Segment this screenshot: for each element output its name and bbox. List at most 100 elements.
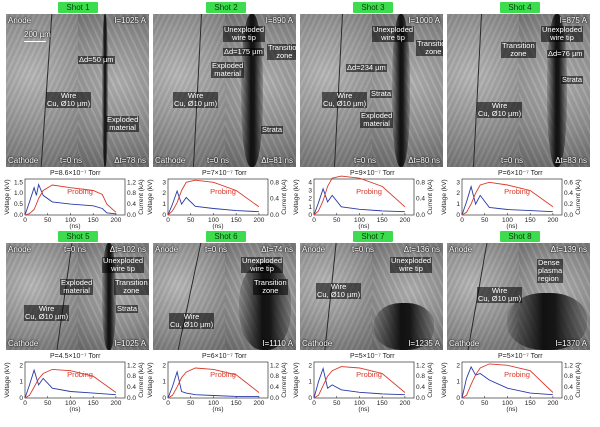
voltage-tick-label: 2 bbox=[308, 196, 312, 203]
annotation-delta-d: Δd=234 µm bbox=[346, 63, 387, 72]
shot-3-tag: Shot 3 bbox=[353, 2, 393, 13]
shot-8-plot: 0 50 100 150 200 (ns) 0 1 2 0.0 0.4 0.8 1.2 Voltage (… bbox=[441, 361, 582, 413]
x-tick-label: 150 bbox=[231, 400, 242, 407]
probing-label: Probing bbox=[504, 370, 530, 379]
probing-label: Probing bbox=[356, 187, 382, 196]
voltage-tick-label: 2 bbox=[162, 362, 166, 369]
plot-frame bbox=[313, 361, 415, 399]
x-axis-label: (ns) bbox=[506, 406, 517, 413]
x-tick-label: 0 bbox=[460, 217, 464, 224]
current-tick-label: 1.2 bbox=[127, 362, 136, 369]
current-axis-label: Current (kA) bbox=[138, 179, 145, 214]
x-tick-label: 150 bbox=[377, 400, 388, 407]
plot-frame bbox=[24, 178, 126, 216]
x-tick-label: 50 bbox=[187, 400, 195, 407]
voltage-current-plot: 0 50 100 150 200 (ns) 0 1 2 0.0 0.4 0.8 1.2 Voltage (… bbox=[293, 361, 434, 413]
voltage-series-line bbox=[167, 189, 259, 216]
current-series-line bbox=[24, 184, 117, 216]
voltage-tick-label: 0 bbox=[19, 395, 23, 402]
time-label: t=0 ns bbox=[354, 156, 377, 165]
x-tick-label: 150 bbox=[525, 400, 536, 407]
x-tick-label: 200 bbox=[110, 400, 121, 407]
annotation-transition-zone: Transition zone bbox=[253, 278, 288, 295]
annotation-exploded-material: Exploded material bbox=[60, 278, 94, 295]
voltage-series-line bbox=[167, 370, 259, 399]
delta-t-label: Δt=139 ns bbox=[550, 245, 587, 254]
x-tick-label: 0 bbox=[166, 217, 170, 224]
current-tick-label: 0.8 bbox=[270, 179, 279, 186]
shot-6-frame: Anode t=0 ns Δt=74 ns Unexploded wire ti… bbox=[153, 243, 296, 350]
delta-t-label: Δt=80 ns bbox=[408, 156, 440, 165]
anode-label: Anode bbox=[8, 245, 32, 254]
x-tick-label: 200 bbox=[399, 217, 410, 224]
shot-1-frame: Anode I=1025 A 200 µm Δd=50 µm Wire Cu, … bbox=[6, 14, 149, 167]
current-tick-label: 0.4 bbox=[564, 190, 573, 197]
current-axis-label: Current (kA) bbox=[427, 179, 434, 214]
current-tick-label: 0.8 bbox=[416, 179, 425, 186]
voltage-series-line bbox=[313, 187, 405, 216]
x-tick-label: 100 bbox=[502, 400, 513, 407]
delta-t-label: Δt=102 ns bbox=[109, 245, 146, 254]
voltage-axis-label: Voltage (kV) bbox=[147, 179, 154, 214]
annotation-transition-zone: Transition zone bbox=[501, 41, 536, 58]
annotation-strata: Strata bbox=[261, 125, 284, 134]
x-axis-label: (ns) bbox=[506, 223, 517, 230]
anode-label: Anode bbox=[155, 245, 179, 254]
voltage-tick-label: 0.0 bbox=[14, 212, 23, 219]
voltage-tick-label: 0 bbox=[456, 395, 460, 402]
annotation-dense-plasma-region: Dense plasma region bbox=[537, 258, 564, 283]
shot-2-frame: I=890 A Unexploded wire tip Δd=175 µm Tr… bbox=[153, 14, 296, 167]
x-tick-label: 50 bbox=[333, 217, 341, 224]
shot-1-tag: Shot 1 bbox=[58, 2, 98, 13]
voltage-tick-label: 1.0 bbox=[14, 190, 23, 197]
current-series-line bbox=[167, 179, 260, 216]
scale-bar-label: 200 µm bbox=[24, 30, 51, 39]
current-series-line bbox=[313, 366, 406, 399]
x-tick-label: 100 bbox=[65, 217, 76, 224]
annotation-unexploded-wire-tip: Unexploded wire tip bbox=[390, 256, 433, 273]
annotation-transition-zone: Transition zone bbox=[416, 40, 443, 56]
cathode-label: Cathode bbox=[8, 339, 39, 348]
shot-7-tag: Shot 7 bbox=[353, 231, 393, 242]
current-tick-label: 0.0 bbox=[564, 212, 573, 219]
annotation-wire: Wire Cu, Ø10 µm) bbox=[322, 91, 368, 108]
voltage-current-plot: 0 50 100 150 200 (ns) 0 1 2 0.0 0.4 0.8 1.2 Voltage (… bbox=[147, 361, 288, 413]
x-tick-label: 100 bbox=[354, 217, 365, 224]
current-axis-label: Current (kA) bbox=[138, 362, 145, 397]
current-tick-label: 0.2 bbox=[564, 201, 573, 208]
delta-t-label: Δt=136 ns bbox=[403, 245, 440, 254]
current-label: I=1235 A bbox=[408, 339, 440, 348]
shot-3-frame: I=1000 A Unexploded wire tip Transition … bbox=[300, 14, 443, 167]
x-axis-label: (ns) bbox=[69, 406, 80, 413]
cathode-label: Cathode bbox=[302, 339, 333, 348]
x-tick-label: 150 bbox=[377, 217, 388, 224]
voltage-current-plot: 0 50 100 150 200 (ns) 0.0 0.5 1.0 1.5 0.0 0.4 0.8 1.2… bbox=[4, 178, 145, 230]
current-axis-label: Current (kA) bbox=[575, 179, 582, 214]
voltage-axis-label: Voltage (kV) bbox=[293, 179, 300, 214]
voltage-tick-label: 0.5 bbox=[14, 201, 23, 208]
annotation-wire: Wire Cu, Ø10 µm) bbox=[173, 91, 219, 108]
current-series-line bbox=[461, 181, 554, 216]
annotation-unexploded-wire-tip: Unexploded wire tip bbox=[541, 25, 584, 42]
delta-t-label: Δt=83 ns bbox=[555, 156, 587, 165]
voltage-axis-label: Voltage (kV) bbox=[441, 362, 448, 397]
current-label: I=1025 A bbox=[114, 16, 146, 25]
delta-t-label: Δt=81 ns bbox=[261, 156, 293, 165]
voltage-tick-label: 2 bbox=[162, 190, 166, 197]
voltage-tick-label: 2 bbox=[456, 190, 460, 197]
shot-5-frame: Anode t=0 ns Δt=102 ns Unexploded wire t… bbox=[6, 243, 149, 350]
shot-7-plot: 0 50 100 150 200 (ns) 0 1 2 0.0 0.4 0.8 1.2 Voltage (… bbox=[293, 361, 434, 413]
probing-label: Probing bbox=[210, 187, 236, 196]
plot-frame bbox=[167, 178, 269, 216]
shot-1-plot: 0 50 100 150 200 (ns) 0.0 0.5 1.0 1.5 0.0 0.4 0.8 1.2… bbox=[4, 178, 145, 230]
current-tick-label: 0.4 bbox=[270, 384, 279, 391]
time-label: t=0 ns bbox=[64, 245, 87, 254]
x-tick-label: 0 bbox=[312, 400, 316, 407]
x-tick-label: 50 bbox=[44, 217, 52, 224]
x-tick-label: 50 bbox=[187, 217, 195, 224]
current-tick-label: 0.8 bbox=[127, 373, 136, 380]
shot-7-pressure: P=5×10⁻⁷ Torr bbox=[350, 353, 395, 360]
voltage-series-line bbox=[24, 368, 116, 399]
shot-3-plot: 0 50 100 150 200 (ns) 0 1 2 3 4 0.0 0.4 0.8 Voltage (k… bbox=[293, 175, 434, 230]
annotation-strata: Strata bbox=[370, 89, 393, 98]
